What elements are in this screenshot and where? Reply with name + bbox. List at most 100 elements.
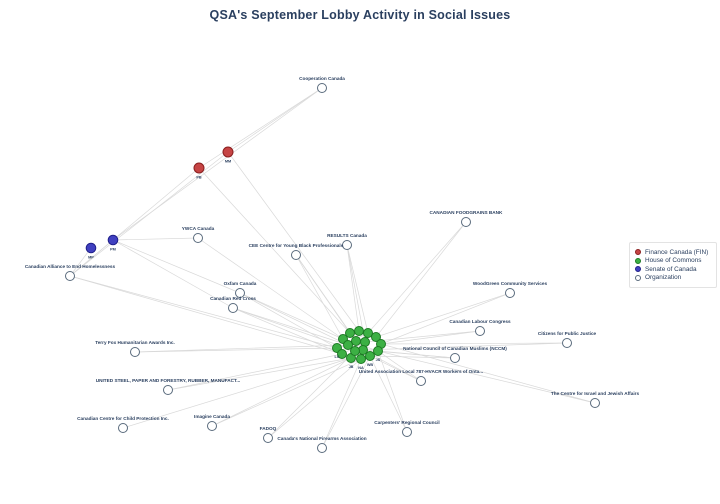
edge-oxfam-sen_pm bbox=[112, 239, 241, 294]
node-fin_pb[interactable] bbox=[193, 162, 205, 174]
edge-terryfox-g1 bbox=[134, 347, 338, 353]
edge-cpj-g7 bbox=[380, 342, 568, 345]
node-sen_pm[interactable] bbox=[107, 234, 119, 246]
node-g5[interactable] bbox=[363, 328, 373, 338]
edge-cija-g7 bbox=[380, 343, 596, 404]
node-g6[interactable] bbox=[371, 332, 381, 342]
legend-label: House of Commons bbox=[645, 257, 702, 264]
node-label-nfa: Canada's National Firearms Association bbox=[277, 436, 366, 441]
node-g13[interactable] bbox=[343, 340, 353, 350]
node-layer bbox=[65, 83, 600, 453]
node-fadoq[interactable] bbox=[263, 433, 273, 443]
legend-dot-fin bbox=[635, 249, 641, 255]
node-label-fin_mm: MM bbox=[225, 160, 231, 164]
edge-alliance-sen_mp bbox=[69, 247, 92, 277]
node-label-cooperation: Cooperation Canada bbox=[299, 76, 345, 81]
node-sen_mp[interactable] bbox=[85, 242, 97, 254]
edge-cee-g2 bbox=[295, 254, 344, 340]
node-cee[interactable] bbox=[291, 250, 301, 260]
node-label-usw: UNITED STEEL, PAPER AND FORESTRY, RUBBER… bbox=[96, 378, 241, 383]
node-foodgrains[interactable] bbox=[461, 217, 471, 227]
legend: Finance Canada (FIN) House of Commons Sena… bbox=[629, 242, 717, 288]
node-label-carpenters: Carpenters' Regional Council bbox=[374, 420, 439, 425]
edge-c3p-g11 bbox=[122, 357, 352, 429]
node-label-foodgrains: CANADIAN FOODGRAINS BANK bbox=[430, 210, 504, 215]
node-label-g1: LC bbox=[334, 355, 339, 359]
edge-results-g4 bbox=[346, 244, 360, 332]
node-label-g10: NA bbox=[358, 366, 364, 370]
node-ua787[interactable] bbox=[416, 376, 426, 386]
node-g8[interactable] bbox=[373, 346, 383, 356]
node-oxfam[interactable] bbox=[235, 288, 245, 298]
edge-terryfox-g13 bbox=[134, 344, 349, 353]
node-imagine[interactable] bbox=[207, 421, 217, 431]
node-g17[interactable] bbox=[350, 346, 360, 356]
chart-title: QSA's September Lobby Activity in Social… bbox=[209, 8, 511, 22]
node-nccm[interactable] bbox=[450, 353, 460, 363]
node-label-cee: CEE Centre for Young Black Professionals bbox=[249, 243, 344, 248]
node-usw[interactable] bbox=[163, 385, 173, 395]
node-label-terryfox: Terry Fox Humanitarian Awards Inc. bbox=[95, 340, 175, 345]
edge-clc-g7 bbox=[380, 330, 481, 345]
node-g12[interactable] bbox=[337, 349, 347, 359]
node-label-woodgreen: WoodGreen Community Services bbox=[473, 281, 548, 286]
node-results[interactable] bbox=[342, 240, 352, 250]
edge-nfa-g9 bbox=[321, 355, 371, 449]
node-cooperation[interactable] bbox=[317, 83, 327, 93]
edge-oxfam-g13 bbox=[239, 292, 349, 346]
legend-label: Senate of Canada bbox=[645, 265, 697, 273]
node-clc[interactable] bbox=[475, 326, 485, 336]
legend-item-hoc[interactable]: House of Commons bbox=[635, 257, 711, 264]
node-woodgreen[interactable] bbox=[505, 288, 515, 298]
legend-dot-org bbox=[635, 274, 641, 281]
node-nfa[interactable] bbox=[317, 443, 327, 453]
legend-item-senate[interactable]: Senate of Canada bbox=[635, 266, 711, 273]
node-g14[interactable] bbox=[351, 336, 361, 346]
edge-alliance-g12 bbox=[69, 275, 343, 355]
edge-foodgrains-g6 bbox=[375, 221, 467, 338]
edge-alliance-g1 bbox=[69, 275, 338, 349]
edge-nfa-g10 bbox=[321, 358, 362, 449]
node-fin_mm[interactable] bbox=[222, 146, 234, 158]
legend-label: Finance Canada (FIN) bbox=[645, 248, 709, 256]
node-redcross[interactable] bbox=[228, 303, 238, 313]
edge-fin_mm-g4 bbox=[227, 151, 360, 332]
legend-item-fin[interactable]: Finance Canada (FIN) bbox=[635, 249, 711, 256]
edge-fin_pb-g3 bbox=[198, 167, 351, 334]
legend-item-org[interactable]: Organization bbox=[635, 274, 711, 281]
node-g4[interactable] bbox=[354, 326, 364, 336]
node-label-redcross: Canadian Red Cross bbox=[210, 296, 256, 301]
edge-ywca-sen_pm bbox=[112, 237, 199, 241]
edge-carpenters-g8 bbox=[377, 350, 408, 433]
node-label-nccm: National Council of Canadian Muslims (NC… bbox=[403, 346, 507, 351]
edge-cooperation-sen_pm bbox=[112, 87, 323, 241]
node-cija[interactable] bbox=[590, 398, 600, 408]
node-g9[interactable] bbox=[365, 351, 375, 361]
node-ywca[interactable] bbox=[193, 233, 203, 243]
node-c3p[interactable] bbox=[118, 423, 128, 433]
edge-redcross-g13 bbox=[232, 307, 349, 346]
node-label-fadoq: FADOQ bbox=[260, 426, 277, 431]
node-label-results: RESULTS Canada bbox=[327, 233, 367, 238]
edge-foodgrains-g5 bbox=[367, 221, 467, 334]
node-label-cpj: Citizens for Public Justice bbox=[538, 331, 597, 336]
edge-carpenters-g9 bbox=[369, 355, 408, 433]
node-carpenters[interactable] bbox=[402, 427, 412, 437]
edge-woodgreen-g6 bbox=[375, 292, 511, 338]
edge-usw-g12 bbox=[167, 353, 343, 391]
node-cpj[interactable] bbox=[562, 338, 572, 348]
node-alliance[interactable] bbox=[65, 271, 75, 281]
edge-results-g15 bbox=[346, 244, 366, 343]
edge-redcross-sen_pm bbox=[112, 239, 234, 309]
node-label-g9: WB bbox=[367, 363, 374, 367]
edge-layer bbox=[69, 87, 596, 449]
edge-fadoq-g17 bbox=[267, 350, 356, 439]
edge-woodgreen-g7 bbox=[380, 292, 511, 345]
node-terryfox[interactable] bbox=[130, 347, 140, 357]
edge-results-g5 bbox=[346, 244, 369, 334]
node-g3[interactable] bbox=[345, 328, 355, 338]
node-label-fin_pb: PB bbox=[196, 176, 202, 180]
node-g10[interactable] bbox=[356, 354, 366, 364]
